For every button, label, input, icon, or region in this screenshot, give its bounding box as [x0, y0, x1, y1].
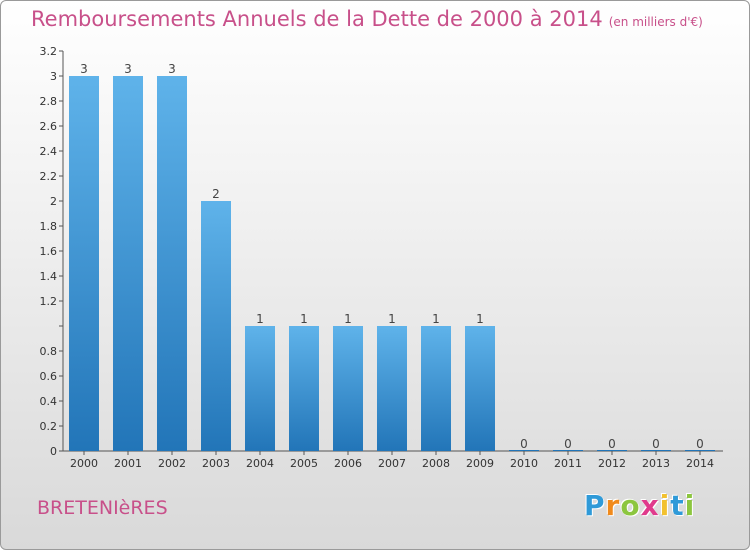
bar-2012: [597, 450, 627, 451]
value-label-2003: 2: [212, 187, 220, 201]
bar-2007: [377, 326, 407, 451]
commune-name: BRETENIèRES: [37, 497, 168, 519]
bar-2013: [641, 450, 671, 451]
y-tick-label: 0.4: [40, 395, 58, 408]
chart-subtitle: (en milliers d'€): [608, 15, 703, 29]
logo-letter: o: [620, 489, 641, 522]
bar-series: [69, 76, 715, 451]
value-label-2006: 1: [344, 312, 352, 326]
logo-letter: r: [605, 489, 621, 522]
y-tick-label: 1.4: [40, 270, 58, 283]
chart-title: Remboursements Annuels de la Dette de 20…: [31, 7, 703, 31]
logo-letter: i: [659, 489, 671, 522]
x-axis: 2000 2001 2002 2003 2004 2005 2006 2007 2008 2009…: [63, 450, 723, 470]
y-tick-label: 1.6: [40, 245, 58, 258]
value-label-2007: 1: [388, 312, 396, 326]
bar-2014: [685, 450, 715, 451]
value-label-2002: 3: [168, 62, 176, 76]
bar-2009: [465, 326, 495, 451]
x-tick-label: 2011: [554, 457, 582, 470]
bar-2010: [509, 450, 539, 451]
x-tick-label: 2000: [70, 457, 98, 470]
x-tick-label: 2006: [334, 457, 362, 470]
bar-2000: [69, 76, 99, 451]
bar-2008: [421, 326, 451, 451]
value-label-2008: 1: [432, 312, 440, 326]
y-tick-label: 3.2: [40, 45, 58, 58]
value-label-2000: 3: [80, 62, 88, 76]
value-label-2012: 0: [608, 437, 616, 451]
proxiti-logo: Proxiti: [584, 489, 695, 522]
bar-2002: [157, 76, 187, 451]
value-label-2005: 1: [300, 312, 308, 326]
x-tick-label: 2004: [246, 457, 274, 470]
logo-letter: i: [684, 489, 696, 522]
x-tick-label: 2010: [510, 457, 538, 470]
bar-2003: [201, 201, 231, 451]
x-tick-label: 2001: [114, 457, 142, 470]
y-tick-label: 2.8: [40, 95, 58, 108]
value-label-2013: 0: [652, 437, 660, 451]
x-tick-label: 2007: [378, 457, 406, 470]
bar-2005: [289, 326, 319, 451]
y-tick-label: 2: [50, 195, 57, 208]
logo-letter: P: [584, 489, 606, 522]
bar-2011: [553, 450, 583, 451]
y-tick-label: 2.4: [40, 145, 58, 158]
data-labels: 3 3 3 2 1 1 1 1 1 1 0 0 0 0 0: [80, 62, 704, 451]
bar-2004: [245, 326, 275, 451]
y-tick-label: 0.8: [40, 345, 58, 358]
bar-2001: [113, 76, 143, 451]
y-tick-label: 2.2: [40, 170, 58, 183]
logo-letter: t: [670, 489, 685, 522]
x-tick-label: 2005: [290, 457, 318, 470]
x-tick-label: 2014: [686, 457, 714, 470]
logo-letter: x: [640, 489, 660, 522]
x-tick-label: 2012: [598, 457, 626, 470]
value-label-2001: 3: [124, 62, 132, 76]
x-tick-label: 2009: [466, 457, 494, 470]
y-axis: 0 0.2 0.4 0.6 0.8 1.2 1.4 1.6 1.8 2 2.2 2.4 2.6 2.8 3 3…: [40, 45, 64, 458]
y-tick-label: 1.2: [40, 295, 58, 308]
y-tick-label: 0.6: [40, 370, 58, 383]
bar-chart: 00.20.40.60.81.21.41.61.822.22.42.62.833…: [40, 45, 723, 470]
value-label-2014: 0: [696, 437, 704, 451]
x-tick-label: 2002: [158, 457, 186, 470]
value-label-2004: 1: [256, 312, 264, 326]
x-tick-label: 2003: [202, 457, 230, 470]
y-tick-label: 0.2: [40, 420, 58, 433]
y-tick-label: 1.8: [40, 220, 58, 233]
chart-title-text: Remboursements Annuels de la Dette de 20…: [31, 7, 603, 31]
bar-2006: [333, 326, 363, 451]
y-tick-label: 0: [50, 445, 57, 458]
value-label-2010: 0: [520, 437, 528, 451]
y-tick-label: 3: [50, 70, 57, 83]
value-label-2009: 1: [476, 312, 484, 326]
x-tick-label: 2008: [422, 457, 450, 470]
x-tick-label: 2013: [642, 457, 670, 470]
value-label-2011: 0: [564, 437, 572, 451]
y-tick-label: 2.6: [40, 120, 58, 133]
